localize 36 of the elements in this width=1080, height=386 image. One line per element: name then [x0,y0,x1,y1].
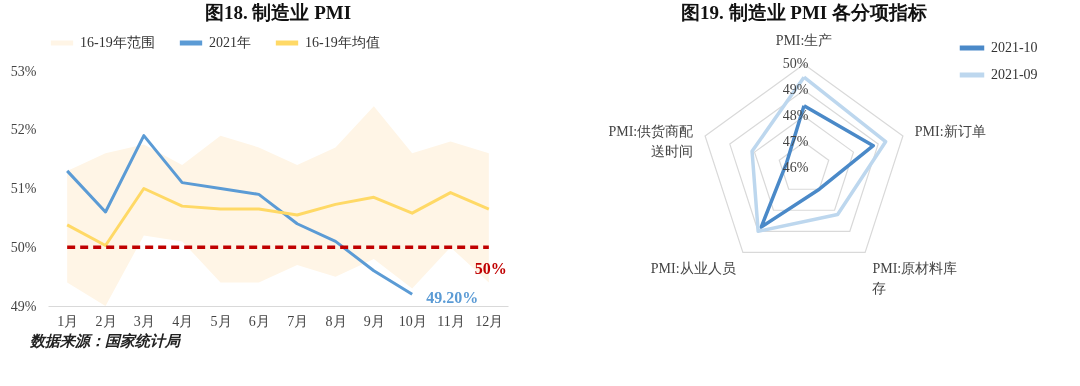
y-tick-label: 50% [10,239,37,255]
spoke-label: PMI:原材料库存 [872,261,958,297]
x-tick-label: 9月 [363,313,385,329]
y-tick-label: 51% [10,181,37,196]
x-tick-label: 12月 [475,313,504,329]
data-label: 49.20% [426,289,479,307]
y-tick-label: 53% [10,63,37,79]
spoke-label: PMI:生产 [775,32,833,48]
spoke-label: PMI:新订单 [914,124,986,140]
chart-title: 图18. 制造业 PMI [204,2,352,23]
line-series [65,134,414,296]
y-tick-label: 52% [10,122,37,138]
x-tick-label: 5月 [210,313,232,329]
x-tick-label: 4月 [172,313,194,329]
y-tick-label: 50% [782,56,809,72]
legend-label: 16-19年范围 [80,35,155,50]
x-tick-label: 6月 [248,313,270,329]
x-tick-label: 2月 [95,313,117,329]
x-tick-label: 7月 [287,313,309,329]
x-tick-label: 3月 [133,313,155,329]
x-tick-label: 1月 [57,313,79,329]
legend-label: 2021年 [209,35,251,50]
source-note: 数据来源：国家统计局 [30,332,182,351]
x-tick-label: 10月 [398,313,427,329]
x-tick-label: 8月 [325,313,347,329]
y-tick-label: 49% [10,298,37,314]
x-tick-label: 11月 [437,313,465,329]
chart-title: 图19. 制造业 PMI 各分项指标 [681,2,927,23]
line-series [65,187,491,247]
spoke-label: PMI:供货商配送时间 [608,124,694,160]
spoke-label: PMI:从业人员 [650,261,736,277]
legend-label: 2021-10 [990,40,1038,55]
legend-label: 16-19年均值 [305,35,380,50]
ref-line-label: 50% [474,260,507,278]
legend-label: 2021-09 [990,67,1038,82]
y-tick-label: 49% [782,82,809,98]
